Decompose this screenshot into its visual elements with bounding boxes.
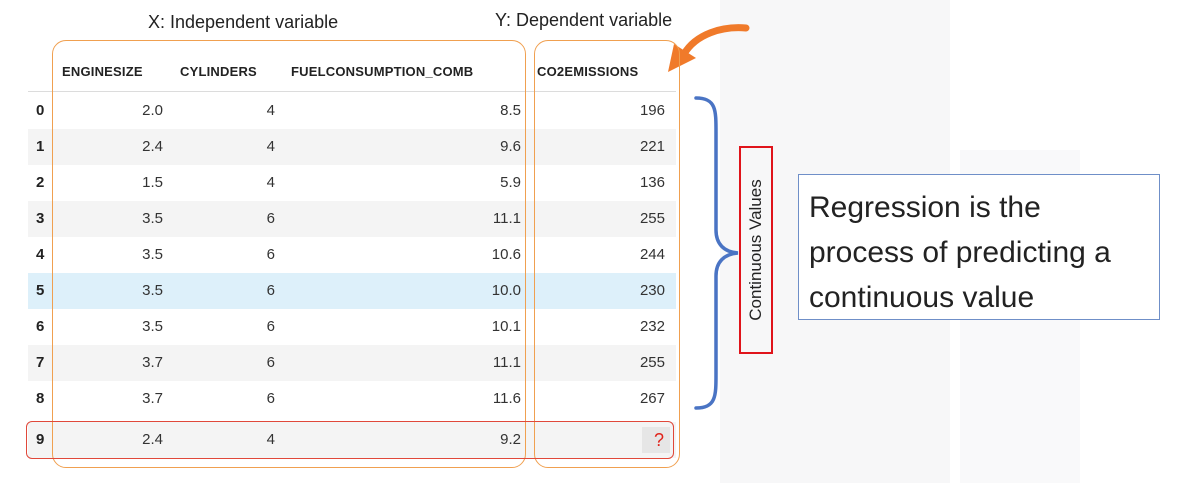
row-index: 4	[36, 246, 45, 263]
row-index: 2	[36, 174, 45, 191]
row-index: 5	[36, 282, 45, 299]
row-index: 3	[36, 210, 45, 227]
co2emissions-cell: 230	[639, 282, 665, 299]
column-header-fuelconsumption: FUELCONSUMPTION_COMB	[291, 64, 474, 79]
table-row: 2 1.5 4 5.9 136	[28, 165, 676, 201]
fuelconsumption-cell: 11.1	[492, 354, 521, 371]
cylinders-cell: 4	[266, 102, 275, 119]
row-index: 6	[36, 318, 45, 335]
prediction-row-outline	[26, 421, 674, 459]
co2emissions-cell: 267	[639, 390, 665, 407]
y-variable-label: Y: Dependent variable	[495, 10, 673, 30]
table-row: 6 3.5 6 10.1 232	[28, 309, 676, 345]
fuelconsumption-cell: 10.1	[491, 318, 521, 335]
regression-definition-callout: Regression is the process of predicting …	[798, 174, 1160, 320]
table-row: 1 2.4 4 9.6 221	[28, 129, 676, 165]
fuelconsumption-cell: 10.0	[491, 282, 521, 299]
cylinders-cell: 6	[266, 246, 275, 263]
fuelconsumption-cell: 10.6	[491, 246, 521, 263]
enginesize-cell: 3.7	[142, 354, 163, 371]
cylinders-cell: 4	[266, 174, 275, 191]
unknown-co2-value: ?	[653, 430, 664, 450]
independent-variables-outline	[52, 40, 526, 468]
enginesize-cell: 3.5	[142, 246, 163, 263]
regression-definition-text: Regression is the process of predicting …	[809, 191, 1111, 314]
co2emissions-cell: 255	[639, 354, 665, 371]
fuelconsumption-cell: 8.5	[500, 102, 521, 119]
enginesize-cell: 2.0	[142, 102, 163, 119]
column-header-enginesize: ENGINESIZE	[62, 64, 143, 79]
row-index: 1	[36, 138, 45, 155]
column-header-co2emissions: CO2EMISSIONS	[537, 64, 639, 79]
cylinders-cell: 6	[266, 354, 275, 371]
column-header-cylinders: CYLINDERS	[180, 64, 257, 79]
table-row: 0 2.0 4 8.5 196	[28, 93, 676, 129]
enginesize-cell: 3.5	[142, 318, 163, 335]
curly-brace-icon	[694, 96, 739, 410]
row-index: 7	[36, 354, 45, 371]
cylinders-cell: 6	[266, 282, 275, 299]
enginesize-cell: 3.5	[142, 282, 163, 299]
table-row-prediction: 9 2.4 4 9.2 ?	[28, 422, 676, 458]
cylinders-cell: 6	[266, 390, 275, 407]
table-row: 4 3.5 6 10.6 244	[28, 237, 676, 273]
co2emissions-cell: 244	[639, 246, 665, 263]
table-row: 8 3.7 6 11.6 267	[28, 381, 676, 417]
cylinders-cell: 4	[266, 431, 275, 448]
co2emissions-cell: 136	[639, 174, 665, 191]
enginesize-cell: 1.5	[142, 174, 163, 191]
table-row: 7 3.7 6 11.1 255	[28, 345, 676, 381]
unknown-value-box	[642, 427, 670, 453]
row-index: 0	[36, 102, 45, 119]
co2emissions-cell: 255	[639, 210, 665, 227]
table-row: 3 3.5 6 11.1 255	[28, 201, 676, 237]
enginesize-cell: 2.4	[142, 138, 163, 155]
cylinders-cell: 6	[266, 318, 275, 335]
enginesize-cell: 3.5	[142, 210, 163, 227]
cylinders-cell: 6	[266, 210, 275, 227]
continuous-values-label: Continuous Values	[746, 179, 765, 321]
fuelconsumption-cell: 5.9	[500, 174, 521, 191]
table-row-highlighted: 5 3.5 6 10.0 230	[28, 273, 676, 309]
row-index: 9	[36, 431, 45, 448]
cylinders-cell: 4	[266, 138, 275, 155]
co2emissions-cell: 196	[639, 102, 665, 119]
dependent-variable-outline	[534, 40, 680, 468]
co2emissions-cell: 221	[639, 138, 665, 155]
co2emissions-cell: 232	[639, 318, 665, 335]
enginesize-cell: 3.7	[142, 390, 163, 407]
header-divider	[28, 91, 676, 92]
fuelconsumption-cell: 11.6	[492, 390, 521, 407]
row-index: 8	[36, 390, 45, 407]
continuous-values-label-box: Continuous Values	[739, 146, 773, 354]
fuelconsumption-cell: 9.2	[500, 431, 521, 448]
fuelconsumption-cell: 9.6	[500, 138, 521, 155]
enginesize-cell: 2.4	[142, 431, 163, 448]
x-variable-label: X: Independent variable	[148, 12, 339, 32]
fuelconsumption-cell: 11.1	[492, 210, 521, 227]
